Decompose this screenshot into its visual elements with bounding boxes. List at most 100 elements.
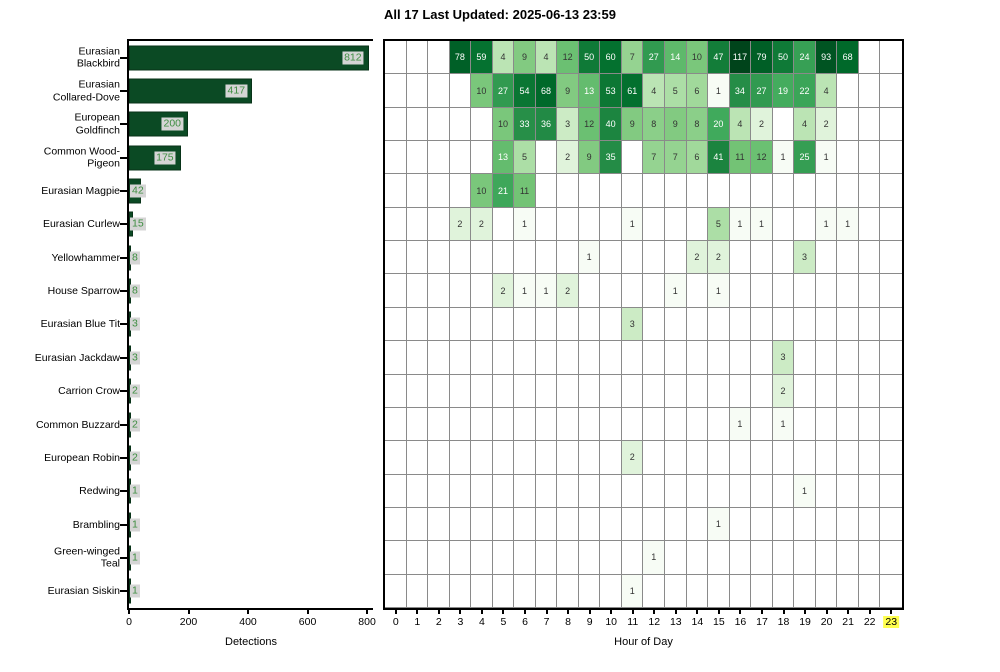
bar-value-label: 200	[161, 117, 184, 131]
heatmap-cell	[406, 407, 429, 442]
heatmap-cell	[428, 241, 450, 275]
bar-row-green-winged-teal: Green-winged Teal 1	[54, 541, 373, 574]
heatmap-cell	[428, 507, 450, 542]
heatmap-cell	[385, 174, 407, 208]
hour-label: 2	[435, 616, 442, 628]
heatmap-cell: 27	[492, 74, 515, 108]
hour-label: 7	[543, 616, 550, 628]
heatmap-cell: 2	[621, 441, 644, 475]
heatmap-cell: 1	[514, 274, 536, 308]
heatmap-cell	[406, 474, 429, 508]
hour-label-current: 23	[883, 616, 900, 628]
heatmap-cell	[686, 541, 709, 575]
heatmap-cell: 27	[643, 41, 666, 75]
heatmap-cell: 33	[514, 107, 536, 142]
heatmap-cell	[729, 574, 752, 608]
heatmap-cell	[880, 241, 902, 275]
heatmap-cell: 1	[837, 207, 859, 242]
heatmap-cell	[428, 141, 450, 175]
heatmap-cell: 2	[751, 107, 773, 142]
heatmap-cell: 34	[729, 74, 752, 108]
x-axis-tick-label: 600	[298, 616, 317, 628]
heatmap-cell: 3	[557, 107, 579, 142]
heatmap-cell	[471, 541, 493, 575]
heatmap-cell	[557, 441, 579, 475]
heatmap-cell	[385, 141, 407, 175]
heatmap-cell	[514, 541, 536, 575]
hour-axis-tick	[437, 608, 440, 614]
heatmap-cell	[815, 174, 838, 208]
heatmap-x-axis-label: Hour of Day	[614, 636, 673, 648]
heatmap-cell	[406, 307, 429, 342]
heatmap-cell	[514, 407, 536, 442]
heatmap-cell	[643, 374, 666, 408]
heatmap-cell	[643, 474, 666, 508]
heatmap-cell	[686, 341, 709, 375]
bar-row-eurasian-blackbird: Eurasian Blackbird 812	[77, 41, 373, 74]
bar-value-label: 417	[225, 84, 248, 98]
heatmap-cell	[557, 374, 579, 408]
hour-axis-tick	[480, 608, 483, 614]
heatmap-cell: 1	[815, 141, 838, 175]
heatmap-cell	[535, 541, 558, 575]
heatmap-cell: 1	[794, 474, 816, 508]
heatmap-cell	[643, 207, 666, 242]
heatmap-cell: 13	[578, 74, 601, 108]
heatmap-cell	[794, 574, 816, 608]
heatmap-cell	[471, 341, 493, 375]
heatmap-cell	[880, 475, 902, 508]
heatmap-cell	[772, 241, 795, 275]
heatmap-cell	[492, 241, 515, 275]
heatmap-cell	[880, 408, 902, 442]
heatmap-cell	[557, 341, 579, 375]
hour-label: 15	[713, 616, 725, 628]
heatmap-cell	[794, 507, 816, 542]
heatmap-cell	[557, 174, 579, 208]
bar-row-european-goldfinch: European Goldfinch 200	[74, 108, 373, 141]
species-label: Eurasian Siskin	[47, 585, 120, 598]
hourly-heatmap: 78 59 4 9 4 12 50 60 7 27 14 10 47 117 79 50 24 93 68 10 27 5…	[383, 39, 904, 648]
heatmap-cell	[858, 207, 881, 242]
heatmap-cell	[535, 374, 558, 408]
hour-label: 19	[799, 616, 811, 628]
bar-value-label: 1	[130, 518, 140, 532]
heatmap-cell: 4	[492, 41, 515, 75]
heatmap-cell: 7	[643, 141, 666, 175]
bar-row-eurasian-blue-tit: Eurasian Blue Tit 3	[41, 308, 373, 341]
heatmap-cell	[729, 474, 752, 508]
hour-axis-tick	[610, 608, 613, 614]
heatmap-cell	[880, 141, 902, 175]
heatmap-cell	[858, 74, 881, 108]
heatmap-cell	[837, 174, 859, 208]
heatmap-cell: 1	[751, 207, 773, 242]
heatmap-cell	[385, 307, 407, 342]
y-axis-tick	[120, 56, 127, 59]
species-label: Eurasian Curlew	[42, 218, 120, 231]
bar-row-common-buzzard: Common Buzzard 2	[36, 408, 373, 441]
heatmap-cell	[751, 574, 773, 608]
hour-label: 5	[500, 616, 507, 628]
heatmap-cell	[794, 174, 816, 208]
heatmap-cell	[449, 307, 472, 342]
hour-label: 21	[842, 616, 854, 628]
hour-axis-tick	[847, 608, 850, 614]
heatmap-cell	[643, 241, 666, 275]
heatmap-cell	[815, 374, 838, 408]
heatmap-cell: 1	[729, 207, 752, 242]
heatmap-cell	[471, 307, 493, 342]
species-label: Yellowhammer	[51, 251, 120, 264]
heatmap-cell	[815, 341, 838, 375]
heatmap-cell	[858, 541, 881, 575]
heatmap-cell	[621, 507, 644, 542]
heatmap-cell	[751, 174, 773, 208]
heatmap-cell: 117	[729, 41, 752, 75]
heatmap-cell	[815, 507, 838, 542]
species-label: Eurasian Jackdaw	[34, 351, 120, 364]
bar-value-label: 8	[130, 284, 140, 298]
heatmap-cell: 9	[578, 141, 601, 175]
heatmap-cell	[815, 574, 838, 608]
x-axis-tick-label: 800	[358, 616, 376, 628]
bar-value-label: 15	[130, 217, 146, 231]
bar-row-carrion-crow: Carrion Crow 2	[58, 375, 373, 408]
